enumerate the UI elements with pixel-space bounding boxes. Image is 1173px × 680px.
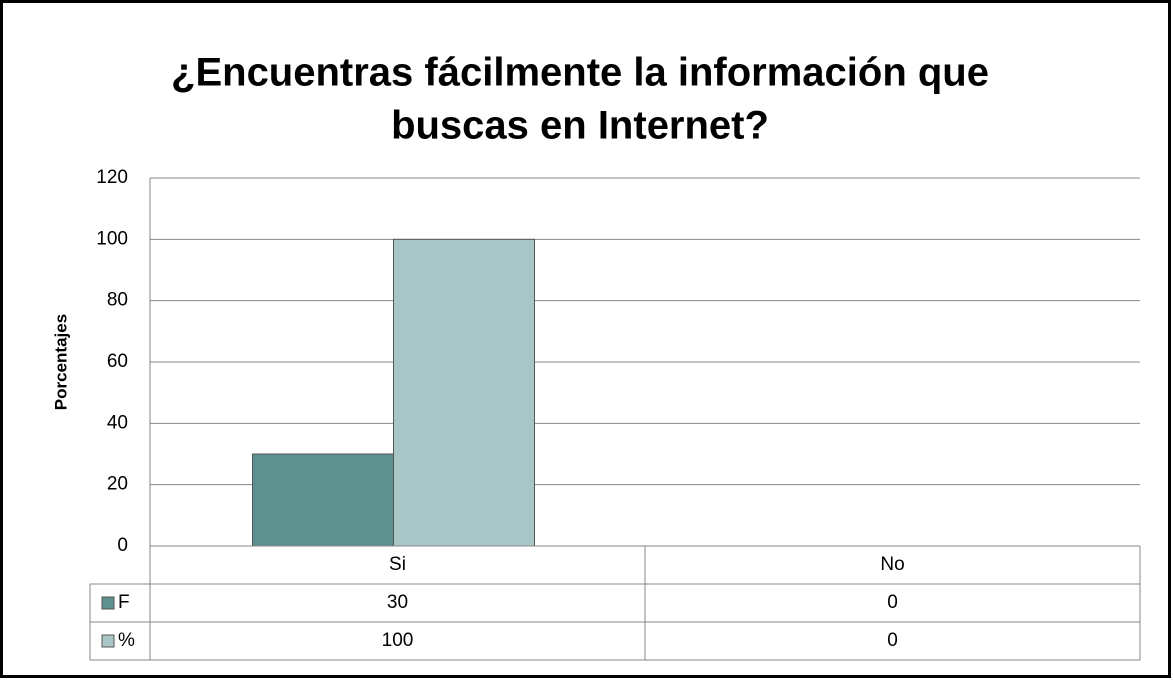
table-value: 0 (887, 592, 898, 613)
chart-title: ¿Encuentras fácilmente la información qu… (171, 51, 989, 95)
y-axis-title: Porcentajes (51, 314, 70, 410)
y-tick-label: 100 (96, 228, 128, 249)
y-tick-label: 120 (96, 167, 128, 188)
y-tick-label: 40 (107, 412, 128, 433)
bar (393, 238, 535, 547)
table-value: 0 (887, 630, 898, 651)
y-tick-label: 20 (107, 474, 128, 495)
y-tick-label: 60 (107, 351, 128, 372)
legend-label: F (118, 592, 130, 613)
chart-title: buscas en Internet? (391, 104, 769, 148)
table-value: 100 (382, 630, 414, 651)
legend-key (101, 634, 115, 648)
legend-key (101, 596, 115, 610)
y-tick-label: 80 (107, 290, 128, 311)
x-tick-label: No (880, 554, 904, 575)
legend-label: % (118, 630, 135, 651)
y-tick-label: 0 (117, 535, 128, 556)
bar (252, 453, 394, 547)
table-value: 30 (387, 592, 408, 613)
x-tick-label: Si (389, 554, 406, 575)
